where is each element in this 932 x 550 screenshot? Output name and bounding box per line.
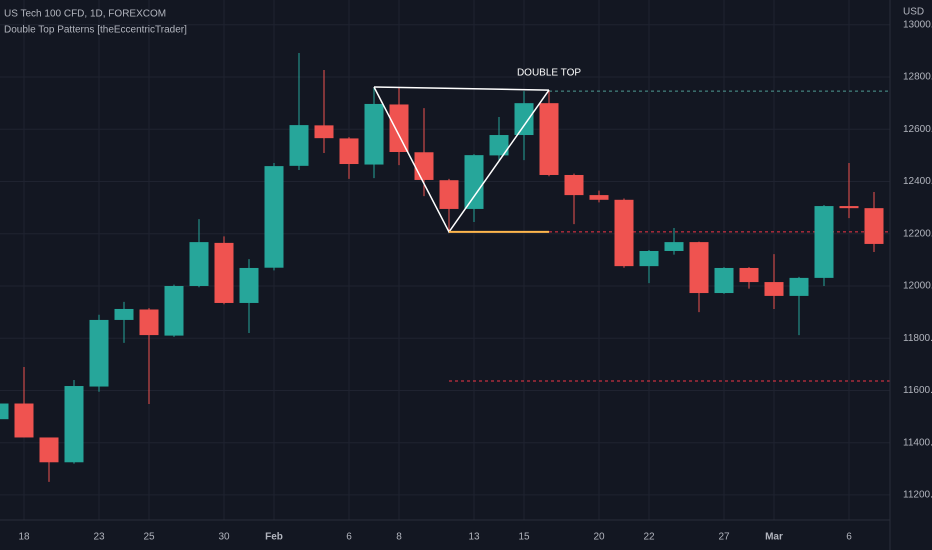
y-tick-label: 12600.0	[903, 124, 932, 135]
candle-body	[689, 242, 709, 294]
chart-title: US Tech 100 CFD, 1D, FOREXCOM	[4, 9, 166, 20]
x-tick-label: 30	[218, 532, 230, 543]
candle-body	[314, 125, 334, 139]
candle-body	[389, 104, 409, 153]
x-tick-label: 6	[346, 532, 352, 543]
axes: 11200.0 11400.0 11600.0 11800.0 12000.0 12200…	[18, 19, 932, 542]
x-tick-label: Mar	[765, 532, 783, 543]
y-tick-label: 12400.0	[903, 176, 932, 187]
candle-body	[164, 285, 184, 336]
candle-body	[839, 206, 859, 209]
candle-body	[39, 437, 59, 463]
candle-body	[239, 267, 259, 303]
x-tick-label: 20	[593, 532, 605, 543]
indicator-name: Double Top Patterns [theEccentricTrader]	[4, 25, 187, 36]
y-tick-label: 12800.0	[903, 72, 932, 83]
pattern-label: DOUBLE TOP	[517, 68, 581, 79]
candle-body	[214, 242, 234, 303]
y-tick-label: 13000.0	[903, 19, 932, 30]
y-tick-label: 12000.0	[903, 281, 932, 292]
candle-body	[289, 125, 309, 166]
candle-body	[739, 267, 759, 283]
x-tick-label: 18	[18, 532, 30, 543]
candle-body	[364, 103, 384, 165]
x-tick-label: 27	[718, 532, 730, 543]
candle-body	[664, 242, 684, 251]
candle-body	[764, 282, 784, 296]
pattern: DOUBLE TOP	[373, 68, 581, 234]
candle-body	[539, 103, 559, 175]
candle-body	[489, 135, 509, 156]
candle-body	[64, 386, 84, 463]
x-tick-label: 8	[396, 532, 402, 543]
candles	[0, 53, 884, 482]
pattern-top-line	[373, 86, 550, 91]
y-axis-label: USD	[903, 7, 924, 18]
y-tick-label: 12200.0	[903, 228, 932, 239]
y-tick-label: 11600.0	[903, 385, 932, 396]
candle-body	[89, 319, 109, 387]
candle-body	[264, 166, 284, 268]
candle-body	[14, 403, 34, 438]
candle-body	[714, 267, 734, 294]
candle-body	[414, 152, 434, 180]
candle-body	[639, 250, 659, 267]
candle-body	[439, 180, 459, 209]
candle-body	[0, 403, 9, 420]
y-tick-label: 11400.0	[903, 437, 932, 448]
candle-body	[864, 208, 884, 244]
candle-body	[114, 308, 134, 320]
candle-body	[564, 174, 584, 196]
candle-body	[814, 206, 834, 278]
candle-body	[189, 242, 209, 286]
candle-body	[139, 309, 159, 336]
candle-body	[514, 103, 534, 136]
y-tick-label: 11800.0	[903, 333, 932, 344]
candle-body	[339, 138, 359, 165]
y-tick-label: 11200.0	[903, 490, 932, 501]
x-tick-label: 15	[518, 532, 530, 543]
x-tick-label: 22	[643, 532, 655, 543]
x-tick-label: Feb	[265, 532, 283, 543]
candle-body	[464, 155, 484, 209]
x-tick-label: 6	[846, 532, 852, 543]
x-tick-label: 23	[93, 532, 105, 543]
x-tick-label: 13	[468, 532, 480, 543]
candle-body	[614, 199, 634, 267]
x-tick-label: 25	[143, 532, 155, 543]
candle-body	[789, 277, 809, 296]
candle-body	[589, 195, 609, 200]
